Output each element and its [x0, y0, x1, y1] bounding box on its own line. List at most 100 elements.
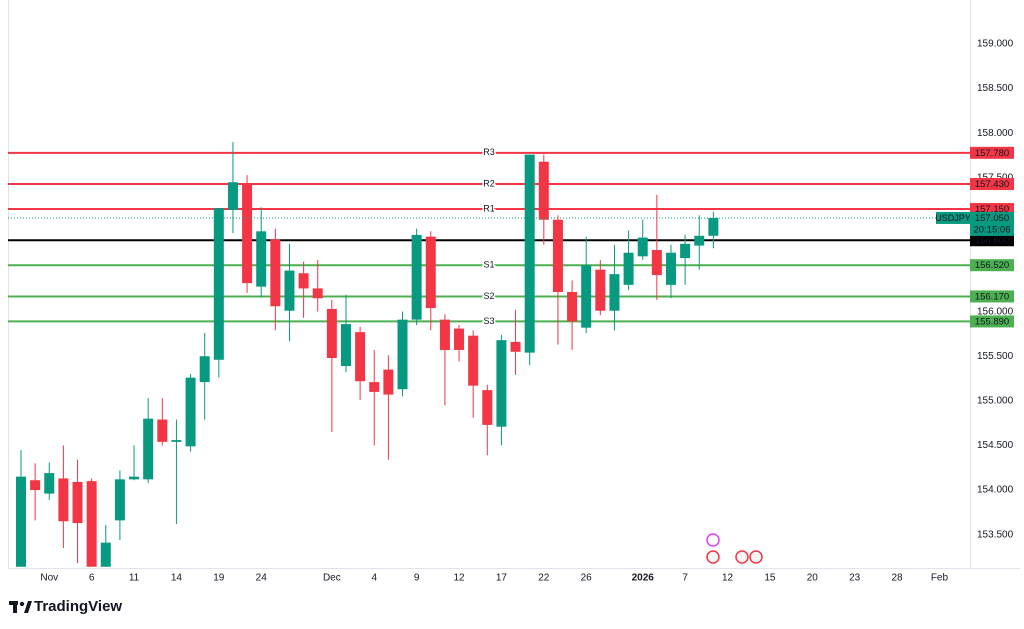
- x-tick-label: Nov: [40, 573, 58, 584]
- candle-body: [637, 237, 648, 257]
- candle-body: [524, 154, 535, 353]
- logo[interactable]: TradingView: [9, 598, 122, 615]
- candle-body: [665, 252, 676, 285]
- pivot-label: 155.890: [975, 316, 1009, 327]
- candle-body: [538, 161, 549, 220]
- last-price-label: 157.050: [975, 213, 1009, 224]
- candle-body: [623, 252, 634, 285]
- x-tick-label: 28: [891, 573, 903, 584]
- pivot-name: R1: [483, 203, 495, 213]
- candle-body: [708, 217, 719, 236]
- candle-body: [680, 243, 691, 259]
- symbol-label-bg: [936, 211, 970, 224]
- candle-body: [213, 208, 224, 360]
- candle-body: [143, 418, 154, 480]
- event-icon[interactable]: [749, 550, 763, 564]
- candle-body: [44, 473, 55, 494]
- pivot-label: 156.520: [975, 260, 1009, 271]
- candle-body: [552, 219, 563, 292]
- candle-body: [270, 239, 281, 307]
- candle-body: [100, 542, 111, 567]
- y-tick-label: 158.000: [977, 128, 1014, 139]
- y-tick-label: 156.000: [977, 306, 1014, 317]
- x-tick-label: 15: [764, 573, 776, 584]
- candle-body: [340, 324, 351, 367]
- pivot-name: S3: [483, 316, 494, 326]
- y-tick-label: 159.000: [977, 39, 1014, 50]
- candle-body: [397, 319, 408, 390]
- y-tick-label: 154.000: [977, 485, 1014, 496]
- candle-body: [114, 479, 125, 521]
- candle-body: [595, 269, 606, 311]
- x-tick-label: 9: [414, 573, 420, 584]
- candle-body: [326, 308, 337, 358]
- candle-body: [694, 235, 705, 246]
- x-tick-label: 19: [213, 573, 225, 584]
- event-icon[interactable]: [706, 550, 720, 564]
- x-tick-label: 24: [256, 573, 268, 584]
- pivot-name: R2: [483, 178, 495, 188]
- candle-body: [185, 377, 196, 447]
- candle-body: [171, 440, 182, 442]
- logo-text: TradingView: [34, 598, 122, 615]
- candle-body: [16, 476, 26, 567]
- candle-body: [298, 273, 309, 289]
- countdown-label: 20:15:06: [974, 224, 1011, 235]
- candle-body: [129, 476, 140, 480]
- candle-body: [510, 341, 521, 352]
- x-tick-label: 14: [171, 573, 183, 584]
- pivot-label-bg: [970, 315, 1014, 328]
- pivot-label-bg: [970, 259, 1014, 272]
- pivot-label: 156.800: [975, 235, 1009, 246]
- x-tick-label: 2026: [632, 573, 655, 584]
- candle-body: [157, 419, 168, 442]
- x-tick-label: 4: [371, 573, 377, 584]
- candle-body: [567, 291, 578, 322]
- candle-body: [199, 356, 210, 383]
- candle-body: [227, 182, 238, 210]
- event-icons[interactable]: [706, 533, 763, 564]
- pivot-label-bg: [970, 290, 1014, 303]
- pivot-label-bg: [970, 234, 1014, 247]
- pivot-label: 157.150: [975, 204, 1009, 215]
- candle-body: [355, 332, 366, 382]
- candle-body: [609, 274, 620, 311]
- y-tick-label: 158.500: [977, 83, 1014, 94]
- candle-body: [439, 319, 450, 350]
- candle-body: [411, 234, 422, 320]
- candle-body: [496, 340, 507, 427]
- candle-body: [425, 236, 436, 309]
- pivot-label-bg: [970, 146, 1014, 159]
- x-tick-label: 12: [722, 573, 734, 584]
- candle-body: [242, 183, 253, 284]
- x-tick-label: 20: [807, 573, 819, 584]
- event-icon[interactable]: [706, 533, 720, 547]
- pivot-label: 157.430: [975, 179, 1009, 190]
- x-tick-label: 7: [682, 573, 688, 584]
- candle-body: [312, 288, 323, 299]
- pivot-label: 156.170: [975, 291, 1009, 302]
- logo-mark: [13, 601, 17, 613]
- candle-body: [369, 382, 380, 392]
- pivot-label-bg: [970, 178, 1014, 191]
- candle-body: [482, 390, 493, 425]
- candle-body: [256, 231, 267, 287]
- logo-mark: [24, 601, 32, 613]
- pivot-name: R3: [483, 147, 495, 157]
- symbol-label: USDJPY: [935, 213, 971, 223]
- logo-mark: [19, 601, 25, 607]
- candle-body: [58, 478, 69, 522]
- x-tick-label: 22: [538, 573, 550, 584]
- x-tick-label: Dec: [323, 573, 341, 584]
- x-tick-label: Feb: [931, 573, 949, 584]
- candle-body: [30, 480, 41, 491]
- pivot-label: 157.780: [975, 148, 1009, 159]
- candle-body: [72, 482, 83, 524]
- candle-body: [86, 481, 97, 567]
- candle-body: [651, 250, 662, 276]
- event-icon[interactable]: [735, 550, 749, 564]
- x-tick-label: 12: [453, 573, 465, 584]
- y-tick-label: 154.500: [977, 440, 1014, 451]
